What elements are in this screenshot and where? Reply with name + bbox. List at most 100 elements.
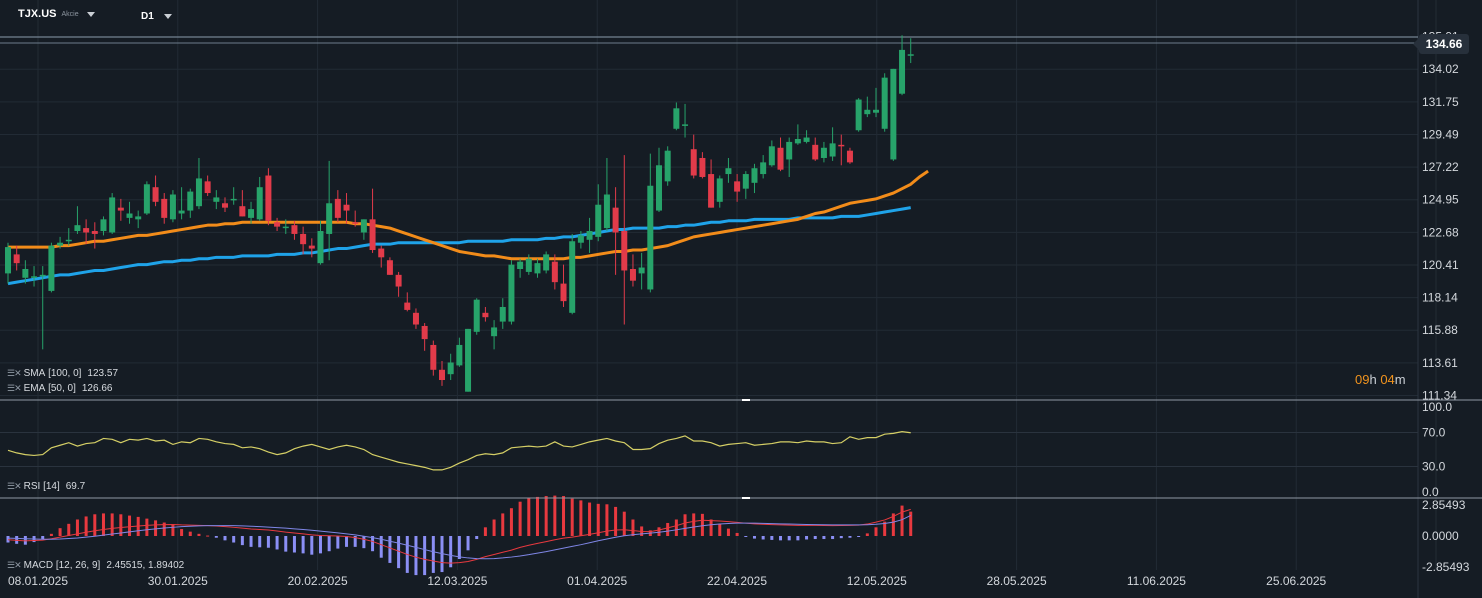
candle-bear <box>83 228 90 233</box>
candle-bull <box>794 138 801 144</box>
settings-icon[interactable]: ☰✕ <box>7 481 22 491</box>
candle-bull <box>195 178 202 207</box>
candle-bull <box>725 168 732 175</box>
signal-line <box>7 514 911 560</box>
settings-icon[interactable]: ☰✕ <box>7 383 22 393</box>
candle-bull <box>586 231 593 240</box>
symbol-selector[interactable]: TJX.US Akcie <box>18 8 95 20</box>
macd-histogram-bar <box>49 533 53 536</box>
macd-histogram-bar <box>900 505 904 536</box>
candle-bull <box>48 245 55 291</box>
macd-histogram-bar <box>605 504 609 536</box>
sma-legend[interactable]: ☰✕ SMA [100, 0] 123.57 <box>7 368 118 379</box>
macd-histogram-bar <box>232 536 236 543</box>
candle-bear <box>334 198 341 218</box>
macd-histogram-bar <box>683 514 687 536</box>
chevron-down-icon <box>86 11 95 17</box>
candle-bear <box>265 175 272 221</box>
macd-histogram-bar <box>345 536 349 547</box>
macd-histogram-bar <box>553 495 557 536</box>
macd-histogram-bar <box>292 536 296 553</box>
macd-legend[interactable]: ☰✕ MACD [12, 26, 9] 2.45515, 1.89402 <box>7 560 185 571</box>
candle-bear <box>343 204 350 211</box>
price-axis-label: 129.49 <box>1422 127 1459 141</box>
macd-histogram-bar <box>162 522 166 536</box>
macd-histogram-bar <box>101 513 105 536</box>
candle-bull <box>248 209 255 218</box>
candle-bear <box>152 187 159 202</box>
price-axis-label: 111.34 <box>1422 389 1457 403</box>
macd-histogram-bar <box>622 511 626 536</box>
rsi-legend[interactable]: ☰✕ RSI [14] 69.7 <box>7 481 85 492</box>
macd-histogram-bar <box>883 521 887 536</box>
macd-histogram-bar <box>188 531 192 536</box>
macd-axis-label: 2.85493 <box>1422 498 1466 512</box>
macd-histogram-bar <box>865 533 869 536</box>
rsi-axis-label: 0.0 <box>1422 485 1439 499</box>
macd-histogram-bar <box>145 518 149 536</box>
macd-histogram-bar <box>674 519 678 536</box>
macd-histogram-bar <box>110 513 114 536</box>
candle-bull <box>873 109 879 113</box>
candle-bull <box>517 261 524 270</box>
countdown-h-unit: h <box>1369 372 1377 387</box>
macd-histogram-bar <box>657 527 661 536</box>
candle-bull <box>57 242 64 246</box>
macd-value-2: 1.89402 <box>148 560 185 571</box>
macd-histogram-bar <box>761 536 765 540</box>
sma-line <box>7 206 911 286</box>
candle-bull <box>543 254 550 271</box>
candle-bull <box>820 147 827 158</box>
candle-bear <box>300 233 307 245</box>
candle-bull <box>829 143 836 157</box>
candle-bull <box>760 162 767 175</box>
macd-histogram-bar <box>223 536 227 541</box>
time-axis-label: 12.03.2025 <box>427 574 487 588</box>
macd-histogram-bar <box>666 522 670 536</box>
rsi-axis-label: 70.0 <box>1422 426 1446 440</box>
current-price-tag: 134.66 <box>1413 34 1469 54</box>
macd-histogram-bar <box>570 498 574 536</box>
candle-bear <box>812 144 819 160</box>
countdown-hours: 09 <box>1355 372 1370 387</box>
macd-histogram-bar <box>449 536 453 568</box>
candle-bull <box>603 194 610 229</box>
candle-bear <box>239 206 246 217</box>
instrument-type: Akcie <box>61 10 79 18</box>
candle-bull <box>143 184 150 214</box>
candle-bull <box>465 328 472 392</box>
macd-histogram-bar <box>93 514 97 536</box>
macd-histogram-bar <box>214 536 218 538</box>
candle-bull <box>31 276 38 278</box>
candle-bull <box>326 203 333 234</box>
macd-histogram-bar <box>596 503 600 536</box>
timeframe-selector[interactable]: D1 <box>141 11 172 22</box>
time-axis-label: 01.04.2025 <box>567 574 627 588</box>
candle-bear <box>386 260 393 275</box>
macd-histogram-bar <box>831 536 835 540</box>
candle-bull <box>682 124 689 126</box>
macd-value-1: 2.45515 <box>106 560 143 571</box>
settings-icon[interactable]: ☰✕ <box>7 560 22 570</box>
macd-histogram-bar <box>318 536 322 554</box>
candle-bull <box>664 150 671 182</box>
candle-bear <box>291 225 298 234</box>
candle-bear <box>629 269 636 281</box>
price-axis-label: 115.88 <box>1422 323 1458 337</box>
macd-histogram-bar <box>197 533 201 536</box>
ema-line <box>8 169 929 261</box>
countdown-minutes: 04 <box>1380 372 1395 387</box>
candle-bear <box>612 207 619 233</box>
macd-histogram-bar <box>379 536 383 558</box>
candle-bull <box>317 231 324 264</box>
ema-legend[interactable]: ☰✕ EMA [50, 0] 126.66 <box>7 383 112 394</box>
settings-icon[interactable]: ☰✕ <box>7 368 22 378</box>
rsi-line <box>7 431 911 471</box>
macd-histogram-bar <box>813 536 817 540</box>
candle-bull <box>899 49 906 94</box>
candle-bull <box>491 327 498 337</box>
rsi-params: [14] <box>43 481 60 492</box>
candle-bear <box>430 344 437 370</box>
grid <box>0 0 1437 598</box>
